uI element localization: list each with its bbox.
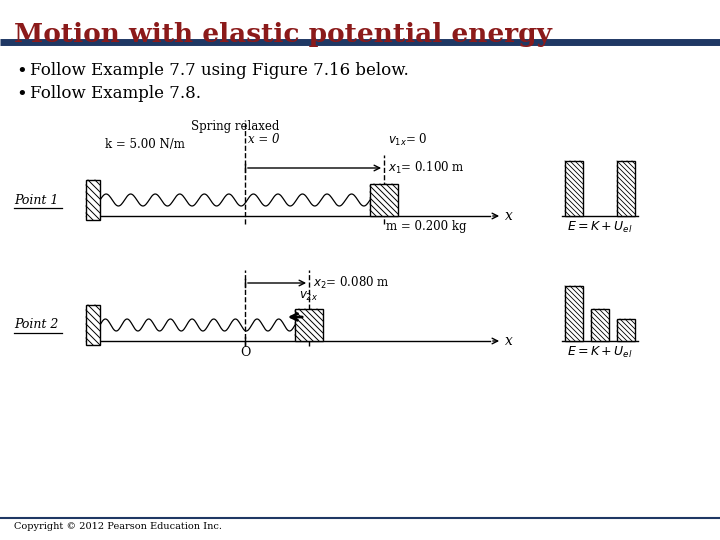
Bar	[370, 184, 398, 216]
Text: •: •	[16, 85, 27, 103]
Text: Point 2: Point 2	[14, 319, 58, 332]
Text: x = 0: x = 0	[248, 133, 279, 146]
Text: $E = K + U_{el}$: $E = K + U_{el}$	[567, 345, 633, 360]
Bar	[617, 319, 635, 341]
Bar	[591, 309, 609, 341]
Text: •: •	[16, 62, 27, 80]
Bar	[565, 161, 583, 216]
Text: Point 1: Point 1	[14, 193, 58, 206]
Bar	[86, 180, 100, 220]
Text: k = 5.00 N/m: k = 5.00 N/m	[105, 138, 185, 151]
Text: $v_{2x}$: $v_{2x}$	[300, 290, 318, 303]
Text: Copyright © 2012 Pearson Education Inc.: Copyright © 2012 Pearson Education Inc.	[14, 522, 222, 531]
Text: m = 0.200 kg: m = 0.200 kg	[386, 220, 467, 233]
Bar	[565, 286, 583, 341]
Text: $v_{1x}$= 0: $v_{1x}$= 0	[388, 132, 428, 148]
Bar	[295, 309, 323, 341]
Bar	[86, 305, 100, 345]
Text: Follow Example 7.7 using Figure 7.16 below.: Follow Example 7.7 using Figure 7.16 bel…	[30, 62, 409, 79]
Text: x: x	[505, 334, 513, 348]
Text: x: x	[505, 209, 513, 223]
Text: Spring relaxed: Spring relaxed	[191, 120, 279, 133]
Text: Follow Example 7.8.: Follow Example 7.8.	[30, 85, 201, 102]
Text: $x_1$= 0.100 m: $x_1$= 0.100 m	[388, 160, 464, 176]
Text: $E = K + U_{el}$: $E = K + U_{el}$	[567, 220, 633, 235]
Text: Motion with elastic potential energy: Motion with elastic potential energy	[14, 22, 552, 47]
Text: $x_2$= 0.080 m: $x_2$= 0.080 m	[313, 275, 390, 291]
Text: O: O	[240, 346, 250, 359]
Bar	[617, 161, 635, 216]
